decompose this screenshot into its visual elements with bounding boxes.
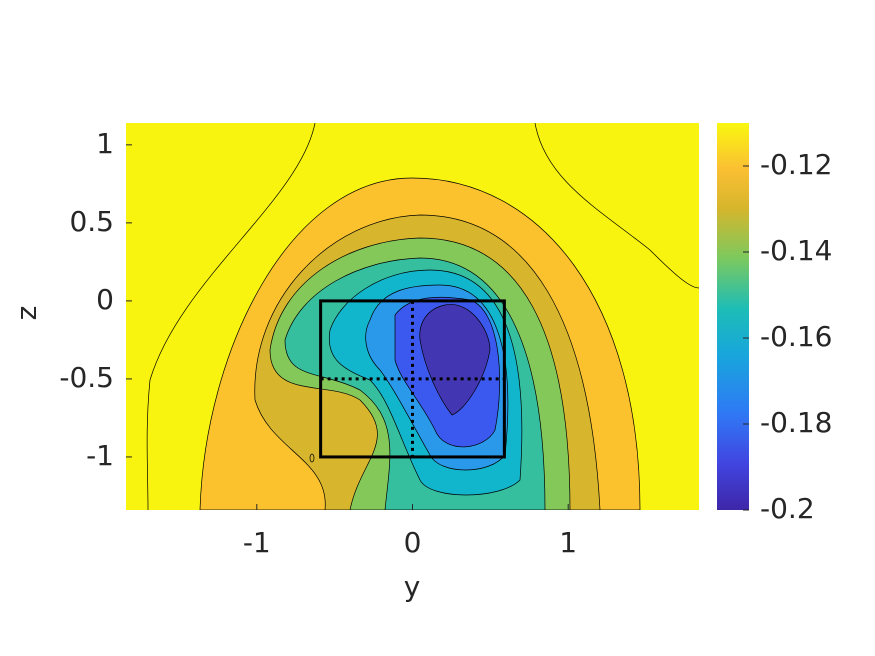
colorbar-tick-label: -0.18	[760, 406, 832, 439]
y-axis-label: z	[10, 306, 43, 321]
y-tick-label: 1	[96, 127, 114, 160]
contour-field	[126, 123, 699, 510]
y-tick-label: 0.5	[69, 205, 114, 238]
colorbar	[717, 123, 749, 510]
y-tick-label: -0.5	[59, 361, 114, 394]
colorbar-tick-label: -0.2	[760, 492, 815, 525]
y-tick-label: -1	[86, 439, 114, 472]
x-tick-label: 1	[559, 526, 577, 559]
x-tick-label: 0	[404, 526, 422, 559]
x-tick-label: -1	[243, 526, 271, 559]
colorbar-tick-label: -0.12	[760, 148, 832, 181]
colorbar-tick-label: -0.14	[760, 234, 832, 267]
x-axis-label: y	[404, 570, 421, 603]
colorbar-tick-label: -0.16	[760, 320, 832, 353]
y-tick-label: 0	[96, 283, 114, 316]
